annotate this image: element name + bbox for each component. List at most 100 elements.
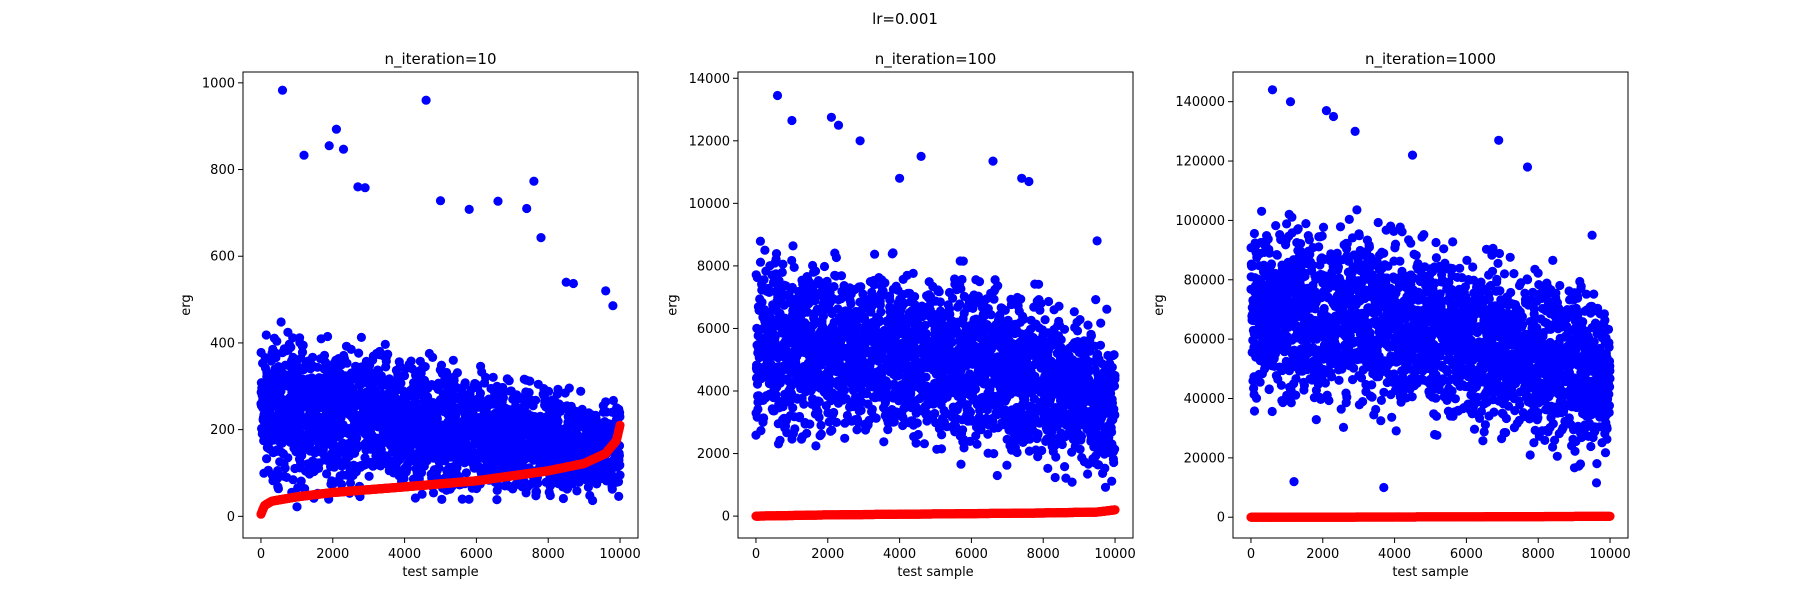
scatter-point-blue [805,419,815,429]
scatter-point-blue [588,495,598,506]
scatter-point-blue [827,425,837,435]
scatter-point-blue [771,390,781,400]
scatter-point-blue [460,378,470,388]
y-tick-label: 0 [227,510,235,525]
scatter-point-blue [824,417,834,427]
scatter-point-blue [921,328,931,339]
scatter-point-blue [522,203,532,214]
scatter-point-blue [417,489,427,499]
scatter-point-blue [965,436,975,446]
scatter-point-blue [488,372,498,382]
scatter-point-blue [449,375,459,385]
scatter-point-blue [935,297,946,307]
scatter-point-blue [322,469,332,479]
scatter-point-blue [799,399,809,409]
scatter-point-blue [504,376,514,386]
scatter-point-blue [553,416,563,426]
y-tick-label: 600 [210,250,235,265]
scatter-point-blue [772,299,782,309]
scatter-point-blue [421,95,431,105]
y-tick-label: 200 [210,423,235,438]
scatter-point-blue [338,144,349,154]
scatter-point-blue [957,274,967,285]
scatter-point-blue [352,440,362,450]
scatter-point-blue [756,426,766,436]
scatter-point-blue [814,397,824,407]
scatter-point-blue [576,386,586,396]
scatter-point-blue [452,368,462,378]
scatter-point-blue [558,493,569,504]
scatter-point-blue [759,275,769,285]
scatter-point-blue [614,491,624,501]
scatter-point-blue [802,428,812,438]
scatter-point-blue [757,297,767,307]
panels: 0 2000 4000 6000 8000 1000002004006008001000n… [179,50,1631,580]
scatter-point-blue [525,376,535,386]
scatter-point-blue [777,267,787,277]
scatter-point-blue [531,395,541,405]
x-tick-label: 8000 [532,547,565,562]
scatter-point-blue [795,411,805,422]
scatter-point-blue [524,388,534,398]
scatter-point-blue [615,470,625,480]
scatter-point-blue [428,352,438,362]
scatter-point-blue [286,342,296,352]
scatter-point-blue [276,317,286,327]
scatter-point-blue [493,196,503,206]
y-tick-label: 1000 [202,76,235,91]
scatter-point-blue [976,425,986,435]
scatter-point-blue [614,450,625,461]
scatter-point-blue [910,292,920,302]
scatter-point-blue [545,490,555,501]
scatter-point-blue [803,307,813,317]
scatter-point-blue [888,248,898,258]
scatter-point-blue [461,468,471,478]
scatter-point-blue [608,301,618,311]
scatter-point-blue [788,241,798,251]
scatter-point-blue [380,339,390,349]
scatter-point-blue [970,384,981,394]
scatter-point-blue [814,412,824,422]
scatter-point-blue [956,284,966,294]
scatter-point-blue [615,412,625,422]
scatter-point-blue [353,182,363,192]
scatter-point-blue [753,404,763,414]
scatter-point-blue [911,438,921,448]
scatter-point-blue [531,487,542,497]
scatter-point-blue [787,255,797,266]
scatter-point-blue [354,348,364,358]
scatter-point-blue [880,278,890,288]
scatter-point-blue [364,471,374,481]
scatter-point-blue [912,418,922,428]
scatter-point-blue [870,249,880,259]
x-tick-label: 10000 [599,547,640,562]
scatter-point-blue [607,484,617,494]
x-tick-label: 2000 [316,547,349,562]
scatter-point-blue [410,493,420,503]
series-red-scatter [256,420,625,519]
y-tick-label: 800 [210,163,235,178]
scatter-point-blue [856,282,866,292]
scatter-point-blue [553,384,563,394]
scatter-point-blue [965,407,976,417]
scatter-point-blue [955,299,965,309]
scatter-point-blue [840,418,850,428]
scatter-point-blue [974,277,985,287]
scatter-point-blue [448,355,458,365]
scatter-point-blue [370,385,380,395]
scatter-point-blue [271,353,281,363]
scatter-point-blue [839,385,850,395]
x-tick-label: 4000 [388,547,421,562]
scatter-point-blue [481,372,491,382]
scatter-point-blue [790,424,800,434]
scatter-point-blue [300,484,310,494]
scatter-point-blue [464,494,474,504]
scatter-point-blue [564,383,574,393]
scatter-point-blue [492,495,502,505]
scatter-point-blue [913,429,923,440]
x-tick-label: 6000 [460,547,493,562]
plot-area [256,85,625,519]
scatter-point-blue [615,460,625,470]
scatter-point-blue [874,317,884,327]
scatter-point-blue [561,277,571,287]
